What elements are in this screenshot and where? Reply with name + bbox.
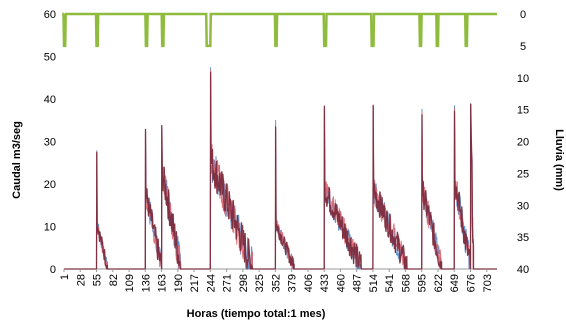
y-right-tick-label: 0 [520, 9, 526, 21]
x-tick-label: 271 [222, 274, 234, 292]
x-tick-label: 541 [384, 274, 396, 292]
x-tick-label: 217 [189, 274, 201, 292]
x-tick-label: 460 [335, 274, 347, 292]
x-tick-label: 703 [482, 274, 494, 292]
x-tick-label: 676 [466, 274, 478, 292]
y-axis-right-ticks: 0 5 10 15 20 25 30 35 40 [517, 9, 529, 276]
y-left-tick-label: 60 [44, 9, 56, 21]
lluvia-line [62, 12, 497, 48]
x-tick-label: 595 [417, 274, 429, 292]
x-tick-label: 325 [254, 274, 266, 292]
y-left-tick-label: 10 [44, 222, 56, 234]
x-tick-label: 622 [433, 274, 445, 292]
x-tick-label: 244 [205, 274, 217, 292]
y-right-tick-label: 30 [517, 200, 529, 212]
y-left-tick-label: 30 [44, 137, 56, 149]
y-right-tick-label: 25 [517, 168, 529, 180]
y-right-tick-label: 15 [517, 105, 529, 117]
plot-area [62, 12, 497, 270]
y-left-tick-label: 50 [44, 52, 56, 64]
x-tick-label: 190 [173, 274, 185, 292]
x-tick-label: 433 [319, 274, 331, 292]
y-right-tick-label: 35 [517, 232, 529, 244]
y-left-tick-label: 40 [44, 94, 56, 106]
x-tick-label: 379 [287, 274, 299, 292]
y-axis-left-label: Caudal m3/seg [11, 121, 23, 199]
x-axis-ticks: 1 28 55 82 109 136 163 190 217 244 271 298 325 352 379… [59, 269, 494, 292]
x-tick-label: 136 [140, 274, 152, 292]
x-tick-label: 406 [303, 274, 315, 292]
x-tick-label: 298 [238, 274, 250, 292]
y-right-tick-label: 40 [517, 264, 529, 276]
x-axis-label: Horas (tiempo total:1 mes) [187, 308, 326, 320]
y-axis-right-label: Lluvia (mm) [553, 129, 565, 191]
y-axis-left-ticks: 0 10 20 30 40 50 60 [44, 9, 56, 276]
lluvia-series [62, 12, 497, 48]
x-tick-label: 1 [59, 274, 71, 280]
caudal-series [64, 67, 497, 270]
y-left-tick-label: 20 [44, 179, 56, 191]
x-tick-label: 649 [449, 274, 461, 292]
x-tick-label: 514 [368, 274, 380, 292]
y-right-tick-label: 5 [520, 41, 526, 53]
x-tick-label: 352 [270, 274, 282, 292]
x-tick-label: 28 [75, 274, 87, 286]
x-tick-label: 109 [124, 274, 136, 292]
y-left-tick-label: 0 [50, 264, 56, 276]
x-tick-label: 568 [400, 274, 412, 292]
x-tick-label: 82 [108, 274, 120, 286]
caudal-line-3 [64, 71, 497, 270]
y-right-tick-label: 20 [517, 137, 529, 149]
x-tick-label: 487 [352, 274, 364, 292]
x-tick-label: 55 [92, 274, 104, 286]
x-tick-label: 163 [157, 274, 169, 292]
y-right-tick-label: 10 [517, 73, 529, 85]
